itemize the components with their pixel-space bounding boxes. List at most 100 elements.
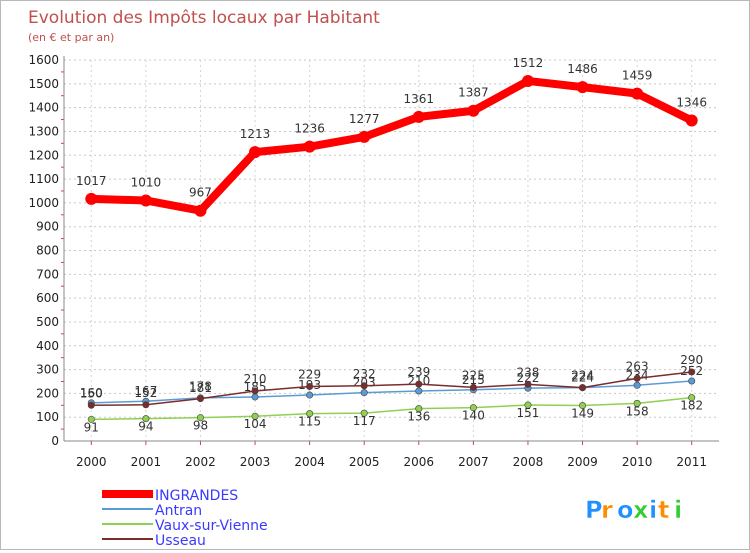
y-tick-label: 1500 — [28, 77, 59, 91]
logo-letter: x — [633, 496, 649, 524]
data-label: 140 — [462, 409, 485, 423]
data-label: 215 — [462, 373, 485, 387]
x-tick-label: 2007 — [458, 455, 489, 469]
data-point — [306, 410, 314, 418]
data-label: 222 — [517, 371, 540, 385]
series-line — [91, 380, 692, 404]
data-label: 149 — [571, 407, 594, 421]
data-point — [251, 393, 259, 401]
series-line — [91, 371, 692, 407]
data-point — [360, 382, 368, 390]
y-tick-label: 600 — [36, 291, 59, 305]
data-point — [415, 380, 423, 388]
data-point — [469, 404, 477, 412]
y-tick-label: 200 — [36, 386, 59, 400]
data-label: 1387 — [458, 86, 489, 100]
data-point — [87, 415, 95, 423]
y-tick-label: 1000 — [28, 196, 59, 210]
data-point — [306, 391, 314, 399]
data-label: 94 — [138, 420, 153, 434]
data-label: 182 — [680, 399, 703, 413]
data-point — [358, 130, 371, 143]
data-point — [631, 87, 644, 100]
data-label: 1277 — [349, 112, 380, 126]
data-point — [306, 382, 314, 390]
y-tick-label: 300 — [36, 363, 59, 377]
data-point — [415, 405, 423, 413]
data-point — [249, 146, 262, 159]
data-point — [303, 140, 316, 153]
data-point — [524, 380, 532, 388]
data-point — [521, 74, 534, 87]
data-point — [685, 114, 698, 127]
data-point — [633, 381, 641, 389]
data-point — [469, 383, 477, 391]
data-label: 232 — [353, 367, 376, 381]
data-label: 158 — [626, 404, 649, 418]
data-point — [196, 414, 204, 422]
logo-letter: P — [585, 496, 603, 524]
y-tick-label: 1400 — [28, 101, 59, 115]
series-line — [91, 76, 694, 215]
x-tick-label: 2002 — [185, 455, 216, 469]
x-tick-label: 2008 — [513, 455, 544, 469]
data-point — [633, 399, 641, 407]
logo-letter: o — [617, 496, 634, 524]
data-label: 98 — [193, 419, 208, 433]
data-point — [251, 412, 259, 420]
y-tick-label: 1200 — [28, 148, 59, 162]
data-point — [85, 192, 98, 205]
x-tick-label: 2011 — [676, 455, 707, 469]
legend-label: INGRANDES — [155, 488, 238, 504]
y-tick-label: 900 — [36, 220, 59, 234]
logo-letter: r — [601, 496, 613, 524]
data-point — [194, 204, 207, 217]
y-tick-label: 400 — [36, 339, 59, 353]
data-label: 239 — [407, 365, 430, 379]
x-tick-label: 2001 — [131, 455, 162, 469]
data-point — [360, 389, 368, 397]
data-label: 1346 — [676, 95, 707, 109]
data-label: 115 — [298, 415, 321, 429]
series-group: 1017 1010 967 1213 1236 1277 1361 1387 1512 1486 1… — [76, 56, 707, 434]
data-point — [524, 401, 532, 409]
legend-label: Antran — [155, 503, 202, 519]
data-label: 151 — [517, 406, 540, 420]
y-tick-label: 700 — [36, 267, 59, 281]
y-axis: 0 100 200 300 400 500 600 700 800 900 1000 1100 1200… — [28, 53, 64, 448]
grid-lines — [64, 59, 719, 442]
chart-title: Evolution des Impôts locaux par Habitant — [28, 8, 380, 28]
data-label: 225 — [462, 368, 485, 382]
axes — [63, 56, 719, 442]
data-label: 152 — [134, 386, 157, 400]
data-point — [412, 110, 425, 123]
data-point — [196, 395, 204, 403]
data-label: 117 — [353, 414, 376, 428]
logo-letter: t — [658, 496, 669, 524]
x-tick-label: 2006 — [404, 455, 435, 469]
data-point — [576, 81, 589, 94]
data-point — [142, 401, 150, 409]
y-tick-label: 100 — [36, 410, 59, 424]
data-label: 1486 — [567, 62, 598, 76]
data-label: 1017 — [76, 174, 107, 188]
data-point — [688, 394, 696, 402]
data-label: 263 — [626, 359, 649, 373]
data-label: 1010 — [131, 175, 162, 189]
data-point — [360, 409, 368, 417]
data-point — [579, 384, 587, 392]
legend-label: Vaux-sur-Vienne — [155, 518, 268, 534]
data-label: 224 — [571, 369, 594, 383]
x-tick-label: 2000 — [76, 455, 107, 469]
chart-subtitle: (en € et par an) — [28, 31, 114, 44]
data-point — [87, 401, 95, 409]
data-label: 1459 — [622, 69, 653, 83]
x-tick-label: 2005 — [349, 455, 380, 469]
y-tick-label: 1600 — [28, 53, 59, 67]
y-tick-label: 1300 — [28, 124, 59, 138]
data-point — [688, 377, 696, 385]
y-tick-label: 800 — [36, 244, 59, 258]
data-label: 967 — [189, 186, 212, 200]
legend-label: Usseau — [155, 533, 206, 549]
